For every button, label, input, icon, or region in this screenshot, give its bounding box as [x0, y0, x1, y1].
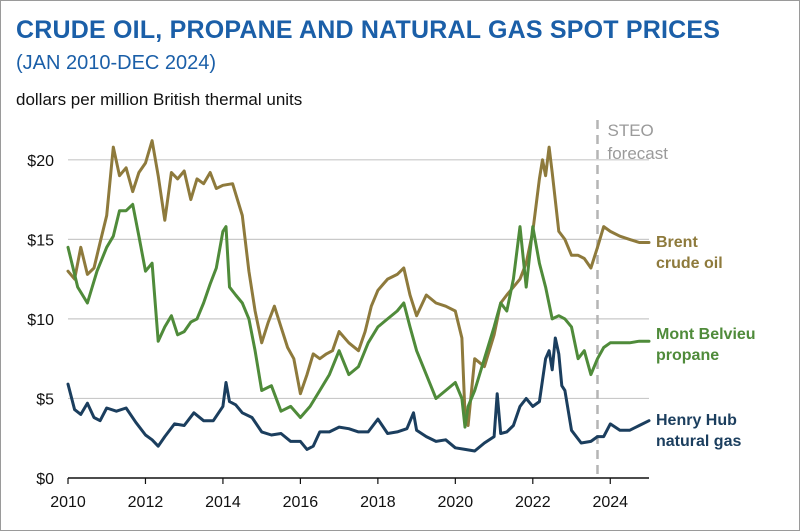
x-tick-label: 2018 [360, 494, 396, 511]
series-label-mont-belvieu-propane: Mont Belvieu [656, 326, 756, 343]
x-tick-label: 2020 [438, 494, 474, 511]
series-line-henry-hub-natural-gas [66, 336, 651, 453]
forecast-label-line1: STEO [607, 121, 653, 140]
y-tick-label: $0 [36, 471, 54, 488]
x-tick-label: 2012 [128, 494, 164, 511]
series-label-brent-crude-oil: crude oil [656, 255, 723, 272]
y-tick-label: $20 [27, 153, 54, 170]
y-tick-label: $5 [36, 391, 54, 408]
series-line-brent-crude-oil [66, 139, 651, 427]
y-axis-unit-label: dollars per million British thermal unit… [16, 90, 303, 109]
x-tick-label: 2016 [283, 494, 319, 511]
x-tick-label: 2022 [515, 494, 551, 511]
x-tick-label: 2024 [592, 494, 628, 511]
series-label-mont-belvieu-propane: propane [656, 347, 719, 364]
y-tick-label: $10 [27, 312, 54, 329]
chart-subtitle: (JAN 2010-DEC 2024) [16, 52, 217, 74]
chart-title: CRUDE OIL, PROPANE AND NATURAL GAS SPOT … [16, 16, 721, 44]
series-label-henry-hub-natural-gas: Henry Hub [656, 412, 737, 429]
forecast-label-line2: forecast [607, 144, 668, 163]
x-tick-label: 2014 [205, 494, 241, 511]
y-tick-label: $15 [27, 232, 54, 249]
series-label-henry-hub-natural-gas: natural gas [656, 433, 741, 450]
series-line-mont-belvieu-propane [66, 202, 651, 429]
x-tick-label: 2010 [50, 494, 86, 511]
series-label-brent-crude-oil: Brent [656, 234, 698, 251]
